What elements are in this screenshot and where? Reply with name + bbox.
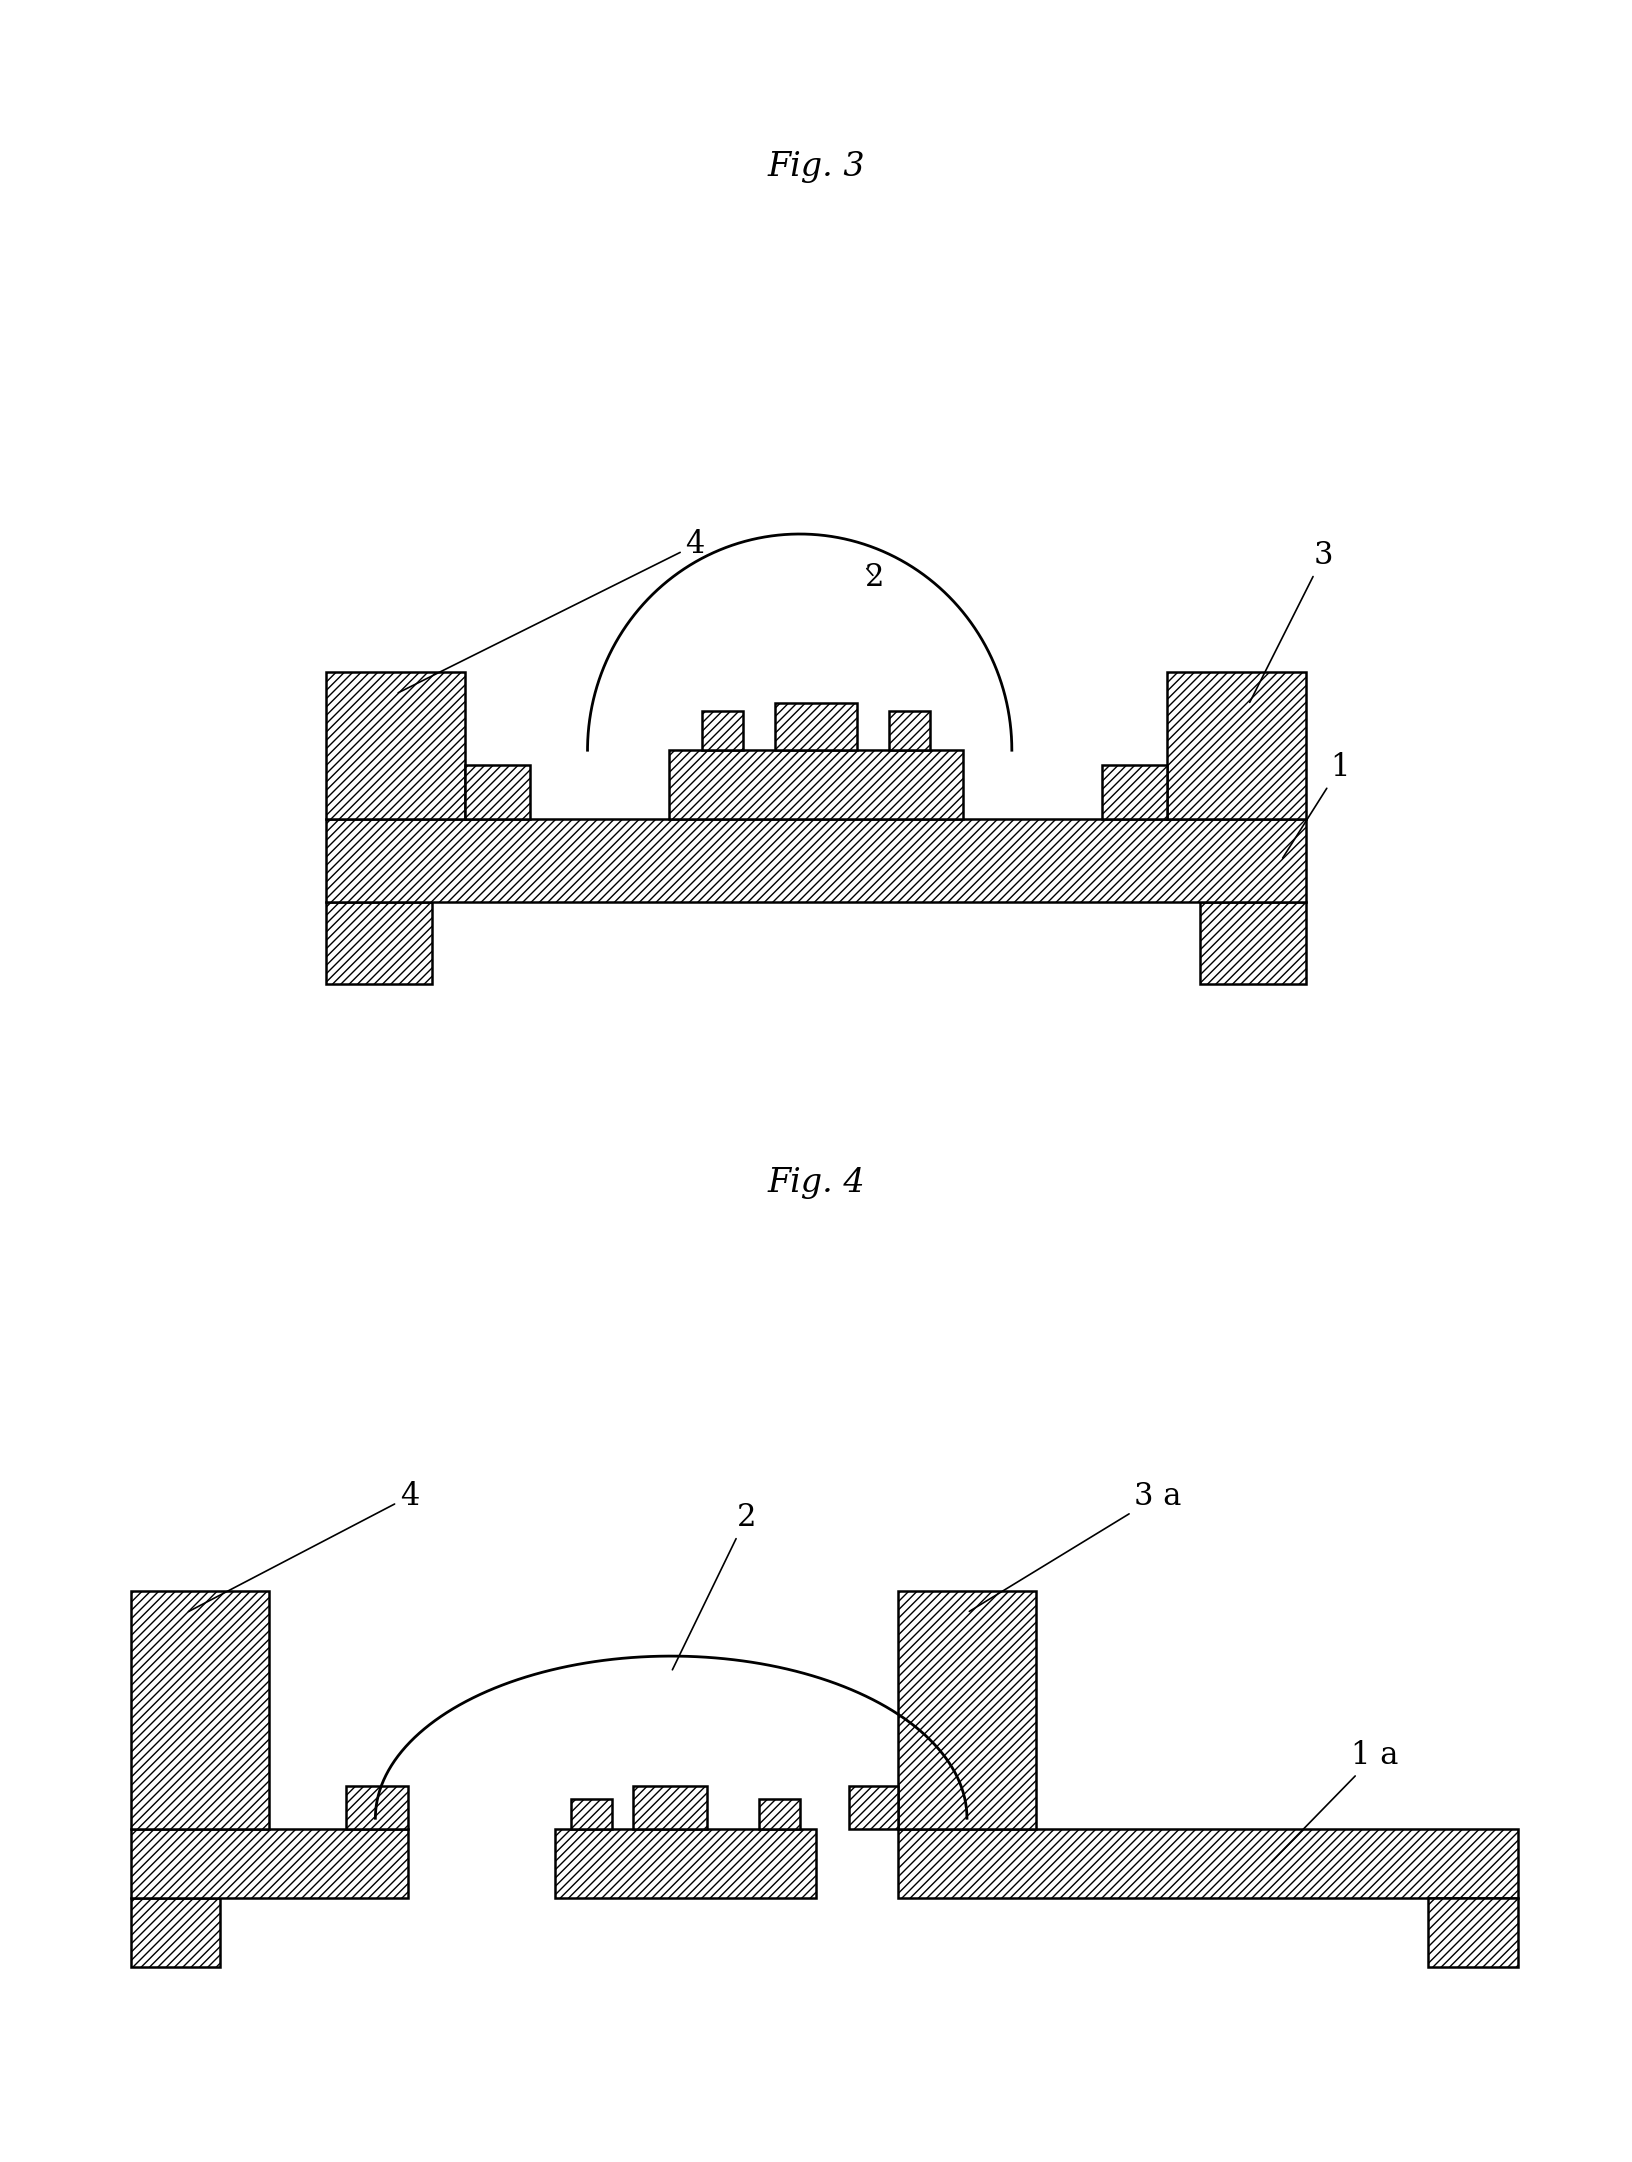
Text: Fig. 4: Fig. 4 <box>767 1167 865 1200</box>
Text: 1: 1 <box>1283 752 1350 858</box>
Bar <box>849 1786 898 1829</box>
Text: 2: 2 <box>672 1503 756 1669</box>
Bar <box>555 1829 816 1898</box>
Bar <box>633 1786 707 1829</box>
Text: 4: 4 <box>398 530 705 692</box>
Bar <box>326 902 432 984</box>
Bar <box>759 1799 800 1829</box>
Bar <box>1102 765 1167 819</box>
Text: 1 a: 1 a <box>1271 1740 1399 1861</box>
Bar <box>669 750 963 819</box>
Text: 3 a: 3 a <box>969 1481 1182 1611</box>
Bar <box>571 1799 612 1829</box>
Bar <box>346 1786 408 1829</box>
Bar <box>889 711 930 750</box>
Bar <box>898 1829 1518 1898</box>
Bar <box>326 672 465 819</box>
Bar <box>131 1591 269 1829</box>
Bar <box>1200 902 1306 984</box>
Bar <box>702 711 743 750</box>
Text: 2: 2 <box>865 562 885 592</box>
Bar <box>465 765 530 819</box>
Text: Fig. 3: Fig. 3 <box>767 151 865 184</box>
Bar <box>131 1898 220 1967</box>
Bar <box>775 703 857 750</box>
Bar <box>326 819 1306 902</box>
Bar <box>898 1591 1036 1829</box>
Bar <box>131 1829 408 1898</box>
Bar <box>1167 672 1306 819</box>
Text: 4: 4 <box>189 1481 419 1611</box>
Bar <box>1428 1898 1518 1967</box>
Text: 3: 3 <box>1250 540 1333 703</box>
